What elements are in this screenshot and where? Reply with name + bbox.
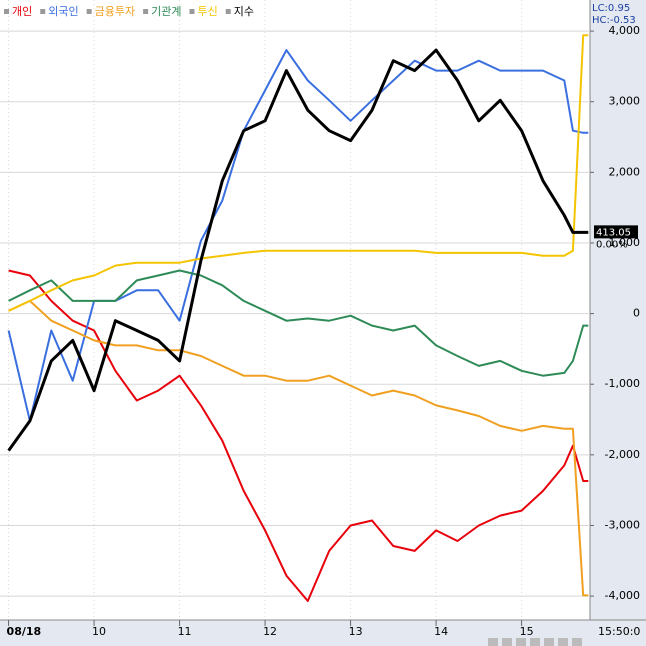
x-tick-label: 08/18	[7, 625, 42, 638]
legend-swatch	[143, 9, 149, 14]
scroll-button[interactable]	[572, 638, 582, 646]
legend: 개인 외국인 금융투자 기관계 투신 지수	[4, 5, 254, 18]
y-tick-label: -1,000	[605, 377, 640, 390]
last-value-box	[594, 225, 638, 239]
x-tick-label: 15	[520, 625, 534, 638]
series-line	[8, 269, 589, 602]
series-line	[8, 299, 589, 597]
change-label: 0.00%	[596, 239, 628, 250]
lines-layer	[7, 34, 589, 602]
legend-swatch	[40, 9, 46, 14]
scroll-button[interactable]	[488, 638, 498, 646]
x-tick-label: 11	[178, 625, 192, 638]
scroll-button[interactable]	[558, 638, 568, 646]
x-tick-label: 12	[263, 625, 277, 638]
y-tick-label: 1,000	[609, 236, 641, 249]
series-line	[8, 269, 589, 377]
series-line	[8, 34, 589, 312]
hc-label: HC:-0.53	[592, 15, 636, 26]
legend-label: 개인	[12, 5, 32, 18]
y-tick-label: -3,000	[605, 518, 640, 531]
legend-label: 외국인	[48, 5, 78, 18]
y-tick-label: 2,000	[609, 165, 641, 178]
y-tick-label: 3,000	[609, 95, 641, 108]
legend-swatch	[86, 9, 92, 14]
y-tick-label: 4,000	[609, 24, 641, 37]
scroll-button[interactable]	[544, 638, 554, 646]
legend-label: 금융투자	[95, 5, 135, 18]
grid-layer	[0, 0, 590, 618]
legend-label: 지수	[234, 5, 254, 18]
scroll-button[interactable]	[516, 638, 526, 646]
x-tick-label: 13	[349, 625, 363, 638]
lc-label: LC:0.95	[592, 3, 630, 14]
y-tick-label: -4,000	[605, 589, 640, 602]
x-tick-label: 14	[434, 625, 448, 638]
scroll-button[interactable]	[502, 638, 512, 646]
y-tick-label: 0	[633, 307, 640, 320]
series-line	[7, 48, 589, 452]
scroll-button[interactable]	[530, 638, 540, 646]
legend-swatch	[225, 9, 231, 14]
legend-label: 기관계	[151, 5, 181, 18]
right-axis-panel	[590, 0, 646, 620]
legend-swatch	[4, 9, 9, 14]
time-label: 15:50:0	[598, 625, 640, 638]
y-tick-label: -2,000	[605, 448, 640, 461]
x-tick-label: 10	[92, 625, 106, 638]
legend-label: 투신	[197, 5, 217, 18]
legend-swatch	[189, 9, 195, 14]
last-value-label: 413.05	[596, 227, 631, 238]
